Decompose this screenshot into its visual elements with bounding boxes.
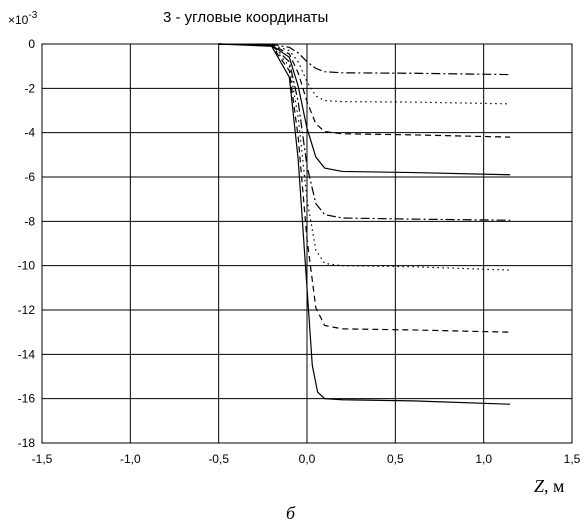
y-tick-label: -4 (24, 126, 35, 140)
series-line-8 (218, 43, 511, 405)
series-line-4 (218, 43, 511, 176)
x-tick-label: 0,5 (387, 452, 404, 466)
x-axis-label: Z, м (534, 476, 564, 496)
y-tick-label: -10 (18, 259, 36, 273)
y-tick-label: -18 (18, 436, 36, 450)
series-line-5 (218, 43, 511, 221)
y-tick-label: -8 (24, 214, 35, 228)
series-layer (218, 43, 511, 405)
x-tick-label: 1,5 (564, 452, 581, 466)
series-line-1 (218, 43, 511, 76)
x-axis-variable: Z (534, 476, 545, 496)
y-axis-ticks: 0 -2 -4 -6 -8 -10 -12 -14 -16 -18 (18, 37, 36, 450)
figure-caption: б (286, 503, 296, 523)
y-tick-label: -2 (24, 81, 35, 95)
y-tick-label: 0 (28, 37, 35, 51)
series-line-6 (218, 43, 511, 271)
x-tick-label: -1,5 (32, 452, 53, 466)
y-scale-exponent: -3 (28, 10, 37, 21)
chart-title: 3 - угловые координаты (163, 9, 328, 26)
series-line-7 (218, 43, 511, 333)
x-tick-label: -1,0 (120, 452, 141, 466)
plot-frame (41, 43, 573, 444)
x-tick-label: -0,5 (208, 452, 229, 466)
y-tick-label: -16 (18, 392, 36, 406)
y-tick-label: -6 (24, 170, 35, 184)
x-tick-label: 0,0 (299, 452, 316, 466)
y-scale-factor: ×10-3 (8, 10, 38, 27)
x-axis-ticks: -1,5 -1,0 -0,5 0,0 0,5 1,0 1,5 (32, 452, 581, 466)
series-line-2 (218, 43, 511, 105)
x-axis-unit: , м (544, 476, 564, 496)
y-scale-base: ×10 (8, 13, 29, 27)
grid (41, 43, 573, 444)
x-tick-label: 1,0 (475, 452, 492, 466)
y-tick-label: -14 (18, 347, 36, 361)
y-tick-label: -12 (18, 303, 36, 317)
series-line-3 (218, 43, 511, 138)
